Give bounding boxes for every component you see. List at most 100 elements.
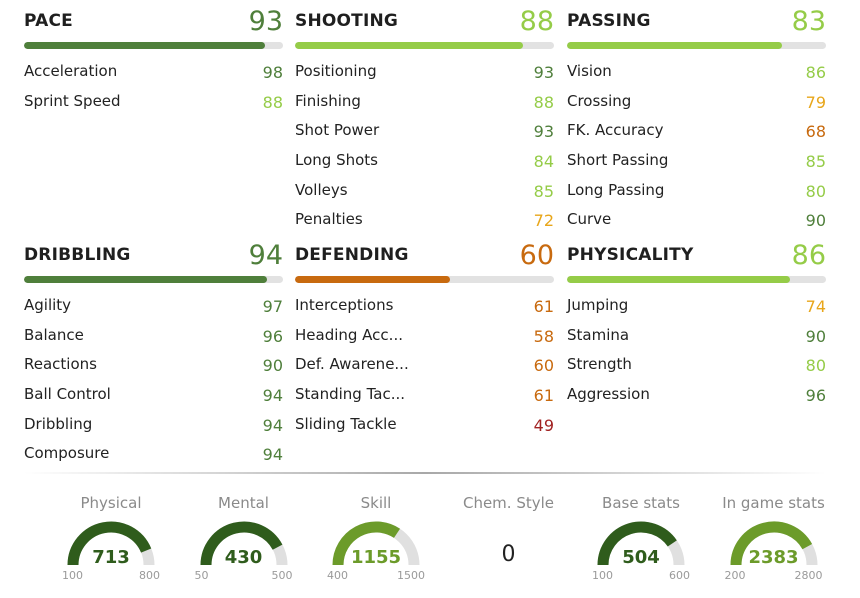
stat-name: Standing Tac... bbox=[295, 385, 406, 404]
stat-row: Ball Control 94 bbox=[24, 385, 283, 415]
stat-row: Finishing 88 bbox=[295, 92, 554, 122]
stat-value: 74 bbox=[805, 297, 826, 316]
stat-value: 80 bbox=[805, 181, 826, 201]
stat-value: 68 bbox=[805, 122, 826, 142]
stat-name: Strength bbox=[567, 355, 632, 374]
category-header: PASSING 83 bbox=[567, 0, 826, 40]
category-header: PHYSICALITY 86 bbox=[567, 234, 826, 274]
gauge-value: 713 bbox=[92, 547, 130, 568]
stat-name: Sprint Speed bbox=[24, 91, 121, 110]
stat-row: Sprint Speed 88 bbox=[24, 92, 283, 122]
stat-value: 88 bbox=[262, 92, 283, 112]
category-header: DRIBBLING 94 bbox=[24, 234, 283, 274]
gauge-max: 600 bbox=[669, 569, 690, 582]
stat-name: Sliding Tackle bbox=[295, 414, 397, 433]
gauge-min: 400 bbox=[327, 569, 348, 582]
stat-row: Standing Tac... 61 bbox=[295, 385, 554, 415]
stat-row: FK. Accuracy 68 bbox=[567, 121, 826, 151]
stat-name: Aggression bbox=[567, 385, 650, 404]
stat-name: Interceptions bbox=[295, 296, 394, 314]
category-rating: 86 bbox=[791, 240, 826, 271]
stat-value: 88 bbox=[533, 92, 554, 112]
stat-value: 90 bbox=[805, 326, 826, 346]
stat-value: 80 bbox=[805, 356, 826, 376]
stat-row: Vision 86 bbox=[567, 62, 826, 92]
stat-name: Stamina bbox=[567, 325, 630, 344]
category-name: DEFENDING bbox=[295, 245, 409, 265]
category-bar bbox=[295, 276, 554, 283]
stat-name: Ball Control bbox=[24, 385, 111, 404]
gauge-label: Chem. Style bbox=[462, 494, 555, 512]
stat-row: Stamina 90 bbox=[567, 326, 826, 356]
stat-value: 86 bbox=[805, 63, 826, 82]
gauge-max: 500 bbox=[271, 569, 293, 582]
category-header: PACE 93 bbox=[24, 0, 283, 40]
gauge-label: In game stats bbox=[722, 494, 825, 512]
summary-gauges: Physical 713 100 800 Mental 430 50 500 Skill 1155… bbox=[45, 490, 835, 590]
stat-value: 85 bbox=[805, 152, 826, 172]
stat-value: 49 bbox=[533, 415, 554, 435]
stat-name: Dribbling bbox=[24, 414, 93, 433]
stat-row: Crossing 79 bbox=[567, 92, 826, 122]
stat-value: 96 bbox=[805, 386, 826, 406]
stat-value: 90 bbox=[262, 356, 283, 376]
gauge-arc bbox=[730, 521, 817, 566]
gauge-min: 200 bbox=[724, 569, 746, 582]
stat-value: 58 bbox=[533, 326, 554, 346]
gauge-fill bbox=[332, 521, 401, 566]
chem-style-value: 0 bbox=[501, 542, 516, 567]
category-name: PHYSICALITY bbox=[567, 245, 694, 265]
stat-row: Interceptions 61 bbox=[295, 296, 554, 326]
gauge-arc bbox=[200, 521, 287, 566]
category-rating: 93 bbox=[248, 6, 283, 37]
stat-name: Curve bbox=[567, 210, 612, 229]
stat-value: 97 bbox=[262, 297, 283, 316]
stat-list: Jumping 74 Stamina 90 Strength 80 Aggression 96 bbox=[567, 296, 826, 415]
stat-list: Positioning 93 Finishing 88 Shot Power 93 Long… bbox=[295, 62, 554, 240]
stat-row: Long Passing 80 bbox=[567, 181, 826, 211]
gauge-label: Skill bbox=[360, 494, 392, 512]
stat-name: Positioning bbox=[295, 62, 377, 80]
stat-value: 94 bbox=[262, 386, 283, 406]
stat-row: Volleys 85 bbox=[295, 181, 554, 211]
stat-row: Def. Awarene... 60 bbox=[295, 355, 554, 385]
stat-name: FK. Accuracy bbox=[567, 121, 664, 140]
category-bar bbox=[567, 276, 826, 283]
stat-list: Acceleration 98 Sprint Speed 88 bbox=[24, 62, 283, 121]
stat-name: Acceleration bbox=[24, 62, 118, 80]
stat-name: Heading Acc... bbox=[295, 325, 403, 344]
stat-value: 93 bbox=[533, 122, 554, 142]
gauge-fill bbox=[67, 521, 152, 566]
gauge-arc bbox=[597, 521, 685, 566]
category-pace: PACE 93 Acceleration 98 Sprint Speed 88 bbox=[24, 0, 283, 112]
category-name: PASSING bbox=[567, 11, 651, 31]
stat-row: Strength 80 bbox=[567, 355, 826, 385]
stat-row: Curve 90 bbox=[567, 210, 826, 240]
stat-value: 84 bbox=[533, 152, 554, 172]
stat-row: Reactions 90 bbox=[24, 355, 283, 385]
stat-row: Shot Power 93 bbox=[295, 121, 554, 151]
gauge-in-game-stats: In game stats 2383 200 2800 bbox=[708, 490, 840, 590]
category-header: SHOOTING 88 bbox=[295, 0, 554, 40]
divider bbox=[24, 472, 826, 474]
category-name: PACE bbox=[24, 11, 73, 31]
stat-row: Aggression 96 bbox=[567, 385, 826, 415]
category-dribbling: DRIBBLING 94 Agility 97 Balance 96 Reactions 90… bbox=[24, 234, 283, 464]
category-bar bbox=[295, 42, 554, 49]
stat-row: Jumping 74 bbox=[567, 296, 826, 326]
gauge-arc bbox=[332, 521, 420, 566]
stat-row: Penalties 72 bbox=[295, 210, 554, 240]
stat-name: Def. Awarene... bbox=[295, 355, 409, 374]
stat-name: Composure bbox=[24, 444, 110, 463]
category-rating: 83 bbox=[791, 6, 826, 37]
stat-row: Long Shots 84 bbox=[295, 151, 554, 181]
stat-row: Dribbling 94 bbox=[24, 415, 283, 445]
gauge-min: 100 bbox=[62, 569, 83, 582]
gauge-skill: Skill 1155 400 1500 bbox=[310, 490, 442, 590]
category-header: DEFENDING 60 bbox=[295, 234, 554, 274]
category-physicality: PHYSICALITY 86 Jumping 74 Stamina 90 Strength 8… bbox=[567, 234, 826, 405]
gauge-mental: Mental 430 50 500 bbox=[178, 490, 310, 590]
gauge-label: Mental bbox=[218, 494, 269, 512]
stat-row: Agility 97 bbox=[24, 296, 283, 326]
gauge-fill bbox=[200, 521, 282, 566]
